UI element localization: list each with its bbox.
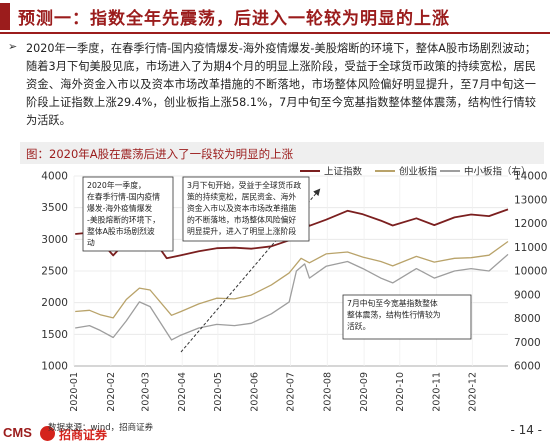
chart-title: 图：2020年A股在震荡后进入了一段较为明显的上涨 <box>26 147 294 161</box>
annotation-box-1 <box>182 176 310 242</box>
y-left-tick-label: 3000 <box>41 234 68 246</box>
annotation-box-2 <box>342 294 472 340</box>
annotation-text-line: 活跃。 <box>347 321 370 331</box>
annotation-text-line: 2020年一季度， <box>87 180 146 190</box>
logo-company-name: 招商证券 <box>59 428 108 442</box>
annotation-text-line: 策的持续宽松，居民资金、海外 <box>187 192 296 202</box>
y-left-tick-label: 1500 <box>41 329 68 341</box>
annotation-text-line: 3月下旬开始，受益于全球货币政 <box>187 180 301 190</box>
annotation-text-line: 动 <box>87 238 95 248</box>
x-tick-label: 2020-02 <box>106 372 117 412</box>
page-number: - 14 - <box>510 423 542 437</box>
annotation-text-line: -美股熔断的环境下， <box>87 215 160 225</box>
data-source-note: 数据来源：wind，招商证券 <box>48 423 154 433</box>
logo: CMS 招商证券 <box>3 425 153 443</box>
series-line-2 <box>75 253 509 341</box>
series-line-1 <box>75 240 509 319</box>
y-left-tick-label: 3500 <box>41 202 68 214</box>
annotation-text-line: 整体震荡，结构性行情较为 <box>347 310 441 320</box>
logo-cms-text: CMS <box>3 425 32 440</box>
chart-title-bar <box>20 142 544 164</box>
x-tick-label: 2020-03 <box>140 372 151 412</box>
x-tick-label: 2020-12 <box>467 372 478 412</box>
y-right-tick-label: 13000 <box>514 194 547 206</box>
annotation-text-line: 爆发-海外疫情爆发 <box>87 203 152 213</box>
y-right-tick-label: 8000 <box>514 313 541 325</box>
bullet-arrow-icon: ➢ <box>8 40 18 53</box>
y-right-tick-label: 9000 <box>514 289 541 301</box>
y-right-tick-label: 12000 <box>514 218 547 230</box>
annotation-text-line: 整体A股市场剧烈波 <box>87 226 155 236</box>
y-left-tick-label: 1000 <box>41 361 68 373</box>
x-tick-label: 2020-10 <box>395 372 406 412</box>
summary-paragraph: 2020年一季度，在春季行情-国内疫情爆发-海外疫情爆发-美股熔断的环境下，整体… <box>26 42 536 127</box>
y-right-tick-label: 6000 <box>514 361 541 373</box>
x-tick-label: 2020-08 <box>322 372 333 412</box>
x-tick-label: 2020-06 <box>250 372 261 412</box>
header-bar <box>0 0 550 32</box>
legend-label: 创业板指 <box>399 166 438 178</box>
legend-label: 上证指数 <box>324 166 363 178</box>
annotation-text-line: 资金入市以及资本市场改革措施 <box>187 203 296 213</box>
y-left-tick-label: 2000 <box>41 297 68 309</box>
legend-label: 中小板指（右） <box>464 166 531 178</box>
x-tick-label: 2020-04 <box>177 372 188 412</box>
y-right-tick-label: 14000 <box>514 171 547 183</box>
x-tick-label: 2020-09 <box>359 372 370 412</box>
x-tick-label: 2020-11 <box>432 372 443 412</box>
header-accent-block <box>0 3 10 30</box>
x-tick-label: 2020-07 <box>285 372 296 412</box>
y-right-tick-label: 7000 <box>514 337 541 349</box>
annotation-box-0 <box>82 176 174 252</box>
annotation-text-line: 在春季行情-国内疫情 <box>87 192 160 202</box>
y-left-tick-label: 2500 <box>41 266 68 278</box>
x-tick-label: 2020-05 <box>213 372 224 412</box>
y-left-tick-label: 4000 <box>41 171 68 183</box>
annotation-text-line: 明显提升，进入了明显上涨阶段 <box>187 226 296 236</box>
page-title: 预测一：指数全年先震荡，后进入一轮较为明显的上涨 <box>18 9 450 29</box>
y-right-tick-label: 10000 <box>514 266 547 278</box>
header-divider <box>0 32 550 34</box>
annotation-text-line: 的不断落地，市场整体风险偏好 <box>187 215 296 225</box>
y-right-tick-label: 11000 <box>514 242 547 254</box>
annotation-text-line: 7月中旬至今宽基指数整体 <box>347 298 438 308</box>
x-tick-label: 2020-01 <box>69 372 80 412</box>
logo-mark-icon <box>40 426 55 441</box>
